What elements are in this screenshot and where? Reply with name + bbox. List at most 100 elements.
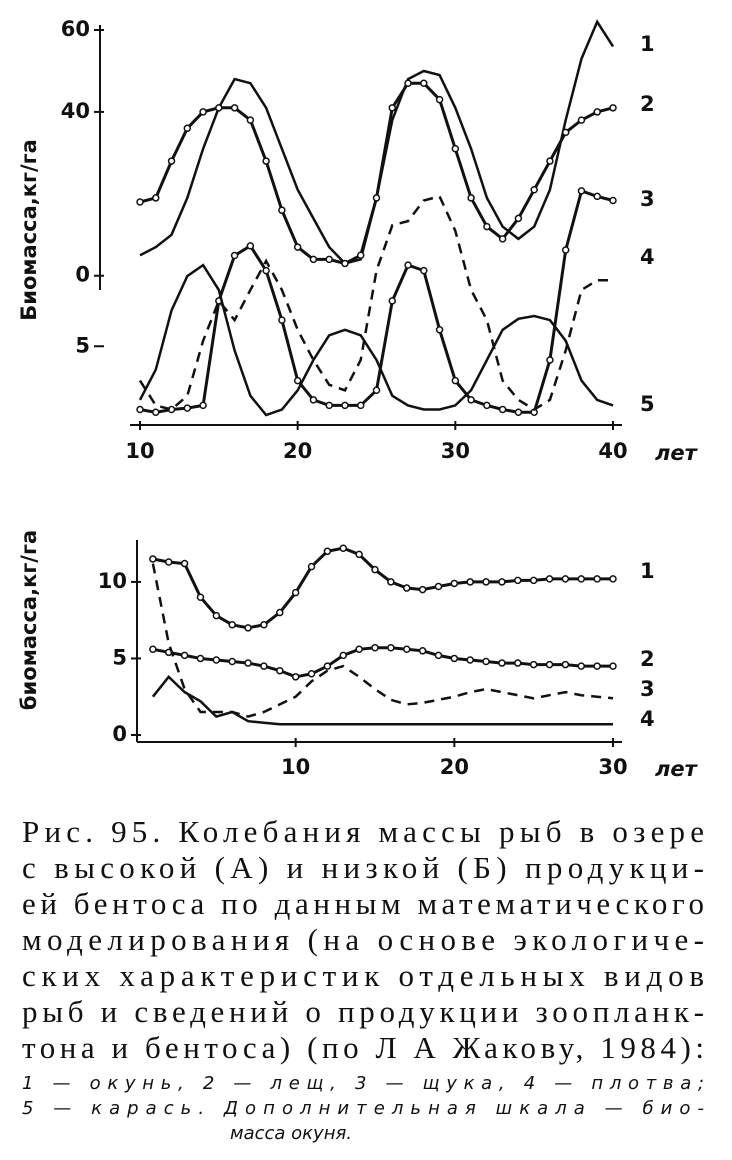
series-marker <box>199 401 207 410</box>
series-label: 1 <box>640 559 655 583</box>
series-marker <box>561 575 570 583</box>
series-marker <box>435 326 444 334</box>
series-marker <box>291 673 300 681</box>
x-tick-label: 30 <box>598 755 627 779</box>
series-marker <box>262 266 270 275</box>
series-marker <box>136 405 144 414</box>
series-marker <box>278 206 286 214</box>
y-axis-label: биомасса,кг/га <box>17 530 41 710</box>
series-marker <box>167 157 176 165</box>
series-marker <box>483 222 491 231</box>
series-marker <box>212 656 221 664</box>
series-marker <box>546 356 554 364</box>
series-marker <box>467 396 475 404</box>
series-line <box>151 563 614 718</box>
series-marker <box>467 194 475 202</box>
series-marker <box>388 297 397 305</box>
series-marker <box>149 645 157 654</box>
series-marker <box>246 116 255 124</box>
series-marker <box>262 157 270 165</box>
series-marker <box>339 544 348 552</box>
caption-line: тона и бентоса) (по Л А Жакову, 1984): <box>22 1030 704 1065</box>
series-marker <box>260 662 268 670</box>
series-marker <box>418 585 427 594</box>
x-tick-label: 30 <box>441 439 470 463</box>
y-tick-label: 60 <box>61 17 90 41</box>
series-marker <box>291 588 300 597</box>
series-marker <box>434 651 443 660</box>
series-line <box>138 194 613 411</box>
series-marker <box>371 643 379 652</box>
series-marker <box>276 666 284 675</box>
series-marker <box>152 408 160 416</box>
series-marker <box>339 651 348 660</box>
series-marker <box>577 116 586 124</box>
y-axis-label: Биомасса,кг/га <box>17 139 41 321</box>
series-marker <box>577 187 586 195</box>
series-marker <box>546 157 554 165</box>
series-marker <box>529 576 538 585</box>
series-marker <box>577 575 586 583</box>
series-marker <box>529 660 538 669</box>
series-marker <box>355 550 363 559</box>
x-tick-label: 10 <box>281 755 310 779</box>
series-marker <box>276 608 284 617</box>
series-marker <box>593 575 601 583</box>
series-marker <box>387 643 395 652</box>
series-marker <box>199 108 207 116</box>
series-marker <box>530 185 538 194</box>
series-label: 2 <box>640 92 655 116</box>
caption-line: ей бентоса по данным математического <box>22 886 704 921</box>
x-axis-label: лет <box>655 757 699 781</box>
series-marker <box>307 562 316 571</box>
series-marker <box>482 657 490 666</box>
series-marker <box>228 657 236 666</box>
series-marker <box>435 95 444 104</box>
series-marker <box>418 647 427 655</box>
series-marker <box>149 555 157 563</box>
series-marker <box>483 401 491 410</box>
series-marker <box>323 547 332 556</box>
series-marker <box>152 194 160 202</box>
series-marker <box>577 662 586 670</box>
series-marker <box>514 214 523 223</box>
series-marker <box>388 104 397 112</box>
series-marker <box>309 396 318 404</box>
x-tick-label: 20 <box>283 439 312 463</box>
series-marker <box>450 654 459 663</box>
y-tick-label: 40 <box>61 99 90 123</box>
series-marker <box>325 255 333 264</box>
series-marker <box>561 246 570 254</box>
caption-note: масса окуня. <box>230 1123 352 1144</box>
series-marker <box>325 401 333 410</box>
series-marker <box>230 104 239 112</box>
series-marker <box>404 79 412 87</box>
y-tick-label: 5 <box>75 333 90 357</box>
series-marker <box>482 578 490 586</box>
series-marker <box>451 145 460 153</box>
series-marker <box>545 660 554 669</box>
series-marker <box>593 192 601 201</box>
series-marker <box>561 660 570 669</box>
series-marker <box>545 575 554 583</box>
y-tick-label: 10 <box>98 569 127 593</box>
series-marker <box>341 259 349 268</box>
series-marker <box>609 104 617 112</box>
series-marker <box>136 198 144 206</box>
series-marker <box>278 316 286 324</box>
series-marker <box>215 104 223 112</box>
series-marker <box>355 645 363 654</box>
series-marker <box>244 624 252 632</box>
series-marker <box>420 79 428 87</box>
series-marker <box>196 593 205 601</box>
series-marker <box>180 559 189 568</box>
series-label: 1 <box>640 32 655 56</box>
y-tick-label: 5 <box>112 645 127 669</box>
series-label: 4 <box>640 245 655 269</box>
series-marker <box>434 582 443 591</box>
series-marker <box>450 579 459 588</box>
series-marker <box>466 578 474 586</box>
series-marker <box>356 401 365 410</box>
series-marker <box>609 575 617 583</box>
series-marker <box>341 401 349 410</box>
